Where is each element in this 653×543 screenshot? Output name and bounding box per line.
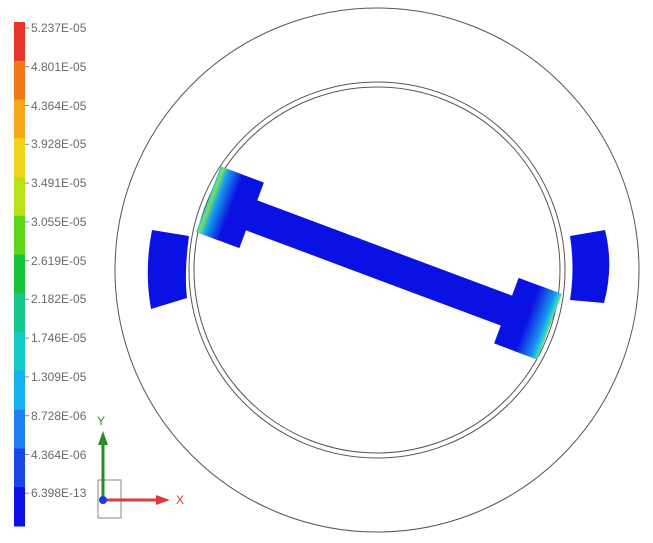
legend-swatch (14, 293, 25, 333)
y-axis-label: Y (97, 414, 106, 428)
right-stator-pad (570, 230, 610, 303)
outer-housing-circle (114, 7, 640, 533)
legend-swatch (14, 332, 25, 372)
legend-value-label: 2.619E-05 (31, 253, 87, 268)
rotor-bar (196, 166, 562, 360)
legend-swatch (14, 409, 25, 449)
legend-value-label: 4.801E-05 (31, 59, 87, 74)
legend-swatch (14, 22, 25, 62)
x-axis-label: X (176, 493, 185, 507)
legend-value-label: 2.182E-05 (31, 292, 87, 307)
legend-swatch (14, 254, 25, 294)
inner-bore-circle-inner (193, 86, 561, 454)
legend-swatch (14, 60, 25, 101)
legend-value-label: 8.728E-06 (31, 408, 87, 423)
legend-swatch (14, 99, 25, 139)
legend-value-label: 4.364E-06 (31, 447, 87, 462)
legend-colorbar (14, 22, 29, 527)
coordinate-triad (97, 431, 170, 519)
legend-value-label: 3.928E-05 (31, 137, 87, 152)
legend-swatch (14, 370, 25, 411)
legend-value-label: 1.309E-05 (31, 369, 87, 384)
inner-bore-circle-outer (188, 81, 566, 459)
legend-value-label: 3.491E-05 (31, 176, 87, 191)
legend-swatch (14, 487, 25, 527)
legend-swatch (14, 138, 25, 178)
legend-value-label: 6.398E-13 (31, 486, 87, 501)
legend-value-label: 5.237E-05 (31, 21, 87, 35)
left-stator-pad (147, 230, 189, 309)
legend-swatch (14, 177, 25, 217)
legend-value-label: 1.746E-05 (31, 331, 87, 346)
legend-swatch (14, 215, 25, 256)
legend-swatch (14, 448, 25, 488)
legend-value-label: 4.364E-05 (31, 98, 87, 113)
legend-value-label: 3.055E-05 (31, 214, 87, 229)
